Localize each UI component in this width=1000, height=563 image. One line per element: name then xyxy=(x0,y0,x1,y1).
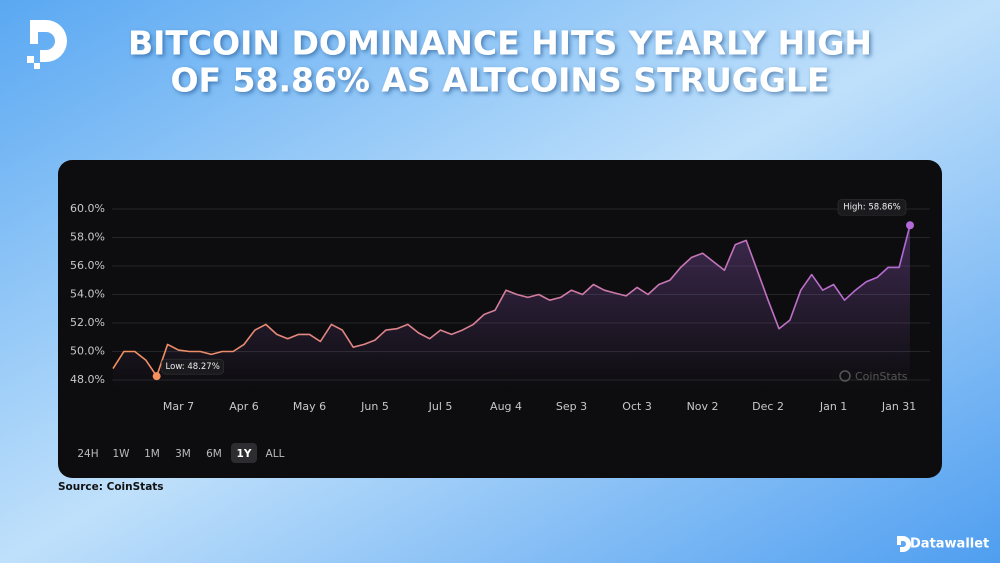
low-label: Low: 48.27% xyxy=(166,362,220,372)
x-tick-label: Oct 3 xyxy=(622,400,652,413)
title-line: BITCOIN DOMINANCE HITS YEARLY HIGH xyxy=(128,24,872,63)
range-button[interactable]: 24H xyxy=(77,448,98,460)
brand: Datawallet xyxy=(910,537,989,552)
high-marker xyxy=(906,221,914,230)
range-button[interactable]: 1M xyxy=(144,448,160,460)
x-tick-label: Aug 4 xyxy=(490,400,522,413)
y-tick-label: 54.0% xyxy=(70,288,105,301)
x-tick-label: Apr 6 xyxy=(229,400,259,413)
x-tick-label: Nov 2 xyxy=(687,400,719,413)
y-tick-label: 58.0% xyxy=(70,231,105,244)
high-label: High: 58.86% xyxy=(843,203,901,213)
range-button[interactable]: 3M xyxy=(175,448,191,460)
y-tick-label: 52.0% xyxy=(70,316,105,329)
line xyxy=(112,224,911,377)
watermark: CoinStats xyxy=(855,370,908,383)
y-tick-label: 60.0% xyxy=(70,202,105,215)
x-tick-label: Jan 1 xyxy=(819,400,847,413)
plot: 48.0% 50.0% 52.0% 54.0% 56.0% 58.0% 60.0% Mar 7… xyxy=(70,198,930,413)
range-button-bg[interactable] xyxy=(231,443,257,463)
area xyxy=(113,225,910,388)
y-tick-label: 56.0% xyxy=(70,259,105,272)
low-marker xyxy=(152,372,161,381)
y-tick-label: 48.0% xyxy=(70,373,105,386)
low-label-box xyxy=(161,358,224,375)
range-button[interactable]: 6M xyxy=(206,448,222,460)
range-button[interactable]: 1Y xyxy=(237,448,252,460)
watermark-icon xyxy=(839,370,851,382)
x-tick-label: Jan 31 xyxy=(881,400,916,413)
x-tick-label: Jul 5 xyxy=(428,400,453,413)
x-tick-label: Dec 2 xyxy=(752,400,784,413)
y-tick-label: 50.0% xyxy=(70,345,105,358)
high-label-box xyxy=(837,198,907,216)
brand-icon xyxy=(897,536,911,552)
x-tick-label: May 6 xyxy=(293,400,326,413)
x-tick-label: Jun 5 xyxy=(360,400,389,413)
title-line: OF 58.86% AS ALTCOINS STRUGGLE xyxy=(170,61,829,100)
range-button[interactable]: ALL xyxy=(266,448,285,460)
range-button[interactable]: 1W xyxy=(112,448,130,460)
source: Source: CoinStats xyxy=(58,481,164,493)
logo xyxy=(27,20,67,69)
x-tick-label: Mar 7 xyxy=(163,400,194,413)
x-tick-label: Sep 3 xyxy=(556,400,587,413)
